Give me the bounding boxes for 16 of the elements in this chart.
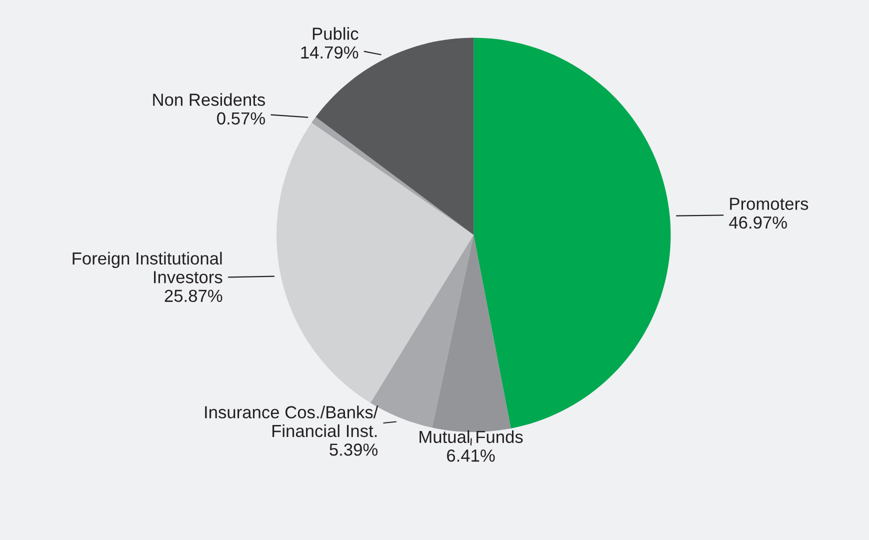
data-label: 6.41% [447,449,495,462]
data-label: 5.39% [330,444,378,456]
slice-label: Promoters [730,198,808,210]
pie-slice [312,116,474,235]
slice-label: Public [312,27,358,40]
data-label: 25.87% [164,290,222,302]
slice-label: Foreign Institutional Investors [72,252,222,284]
data-label: 46.97% [729,216,787,229]
slice-label: Non Residents [153,93,265,106]
data-label: 0.57% [217,112,265,125]
slice-label: Insurance Cos./Banks/ Financial Inst. [205,406,378,438]
pie-slice [276,122,474,403]
slice-label: Mutual Funds [420,430,523,444]
data-label: 14.79% [301,46,358,59]
pie-slice [432,234,511,432]
pie-slice [474,38,671,428]
